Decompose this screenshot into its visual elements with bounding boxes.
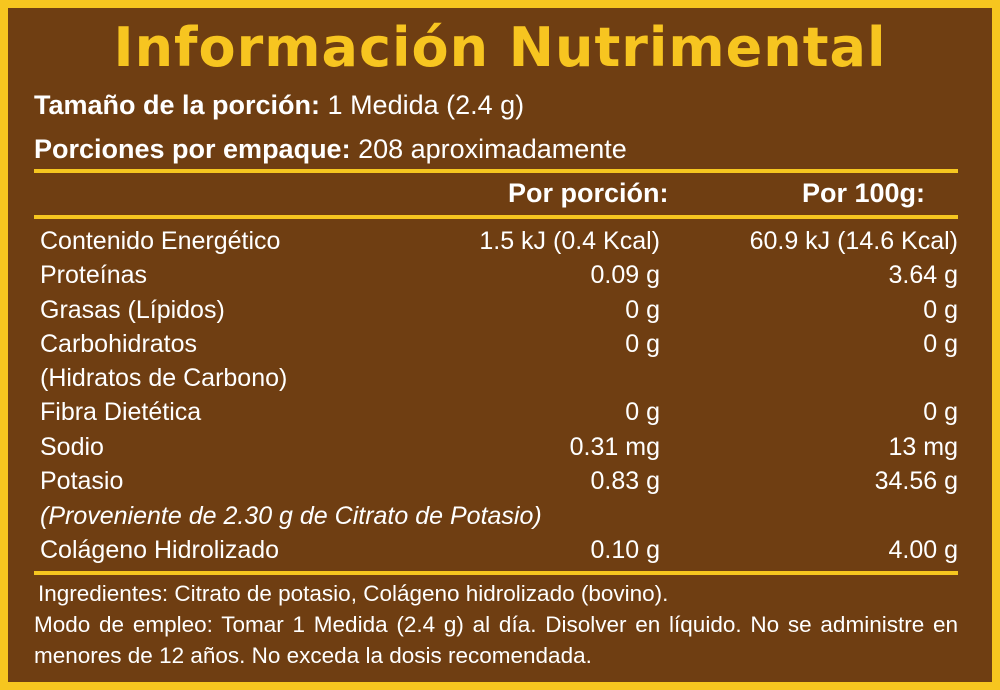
value-per-100g: 60.9 kJ (14.6 Kcal)	[749, 227, 958, 255]
value-per-serving: 1.5 kJ (0.4 Kcal)	[479, 227, 660, 255]
nutrient-label: Colágeno Hidrolizado	[40, 536, 280, 564]
value-per-serving: 0.83 g	[590, 467, 660, 495]
nutrient-label: Sodio	[40, 433, 104, 461]
nutrient-label: Grasas (Lípidos)	[40, 296, 225, 324]
value-per-serving: 0 g	[625, 296, 660, 324]
table-row: Fibra Dietética 0 g 0 g	[8, 398, 992, 432]
nutrition-facts-panel: Información Nutrimental Tamaño de la por…	[8, 8, 992, 682]
nutrient-label: Carbohidratos	[40, 330, 198, 358]
divider-top	[34, 169, 958, 173]
table-row: Grasas (Lípidos) 0 g 0 g	[8, 296, 992, 330]
value-per-serving: 0.09 g	[590, 261, 660, 289]
servings-per-container-value: 208 aproximadamente	[358, 134, 627, 164]
value-per-100g: 3.64 g	[888, 261, 958, 289]
value-per-100g: 4.00 g	[888, 536, 958, 564]
nutrient-label: Contenido Energético	[40, 227, 281, 255]
value-per-100g: 34.56 g	[874, 467, 958, 495]
ingredients-text: Ingredientes: Citrato de potasio, Coláge…	[38, 581, 669, 606]
nutrient-label: (Hidratos de Carbono)	[40, 364, 288, 392]
table-row: (Hidratos de Carbono)	[8, 364, 992, 398]
nutrient-label: Potasio	[40, 467, 124, 495]
table-row: Contenido Energético 1.5 kJ (0.4 Kcal) 6…	[8, 227, 992, 261]
serving-size: Tamaño de la porción: 1 Medida (2.4 g)	[34, 90, 524, 121]
page-title: Información Nutrimental	[113, 16, 887, 79]
table-row: Colágeno Hidrolizado 0.10 g 4.00 g	[8, 536, 992, 570]
value-per-serving: 0 g	[625, 330, 660, 358]
servings-per-container-label: Porciones por empaque:	[34, 134, 351, 164]
value-per-100g: 0 g	[923, 330, 958, 358]
table-row: Carbohidratos 0 g 0 g	[8, 330, 992, 364]
table-row: Proteínas 0.09 g 3.64 g	[8, 261, 992, 295]
servings-per-container: Porciones por empaque: 208 aproximadamen…	[34, 134, 627, 165]
value-per-100g: 0 g	[923, 398, 958, 426]
serving-size-label: Tamaño de la porción:	[34, 90, 321, 120]
value-per-serving: 0.10 g	[590, 536, 660, 564]
divider-header	[34, 215, 958, 219]
nutrient-label: Proteínas	[40, 261, 148, 289]
divider-bottom	[34, 571, 958, 575]
potassium-source-note: (Proveniente de 2.30 g de Citrato de Pot…	[40, 502, 542, 530]
nutrient-label: Fibra Dietética	[40, 398, 202, 426]
usage-text: Modo de empleo: Tomar 1 Medida (2.4 g) a…	[34, 612, 958, 668]
footer-text: Ingredientes: Citrato de potasio, Coláge…	[34, 578, 958, 671]
table-row: Potasio 0.83 g 34.56 g	[8, 467, 992, 501]
value-per-100g: 13 mg	[888, 433, 958, 461]
value-per-serving: 0.31 mg	[569, 433, 660, 461]
value-per-serving: 0 g	[625, 398, 660, 426]
column-header-per-serving: Por porción:	[508, 178, 669, 208]
table-row: Sodio 0.31 mg 13 mg	[8, 433, 992, 467]
serving-size-value: 1 Medida (2.4 g)	[327, 90, 525, 120]
column-header-per-100g: Por 100g:	[802, 178, 926, 208]
value-per-100g: 0 g	[923, 296, 958, 324]
